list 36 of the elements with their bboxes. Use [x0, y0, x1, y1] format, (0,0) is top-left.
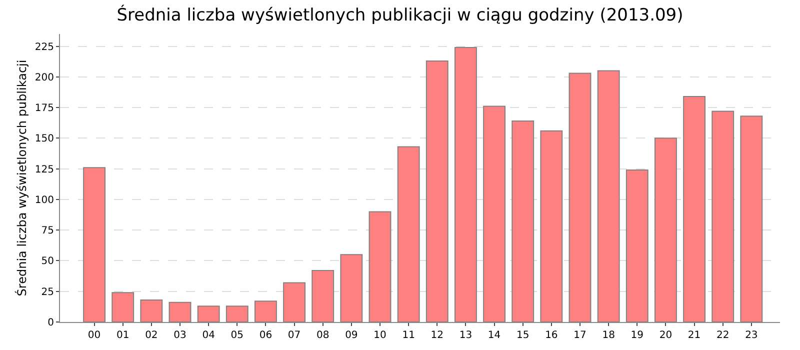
x-tick-label: 20 — [659, 330, 672, 341]
x-tick-label: 08 — [316, 330, 330, 341]
x-tick-label: 02 — [145, 330, 158, 341]
y-axis-title: Średnia liczba wyświetlonych publikacji — [14, 60, 29, 296]
y-tick-label: 50 — [41, 256, 54, 268]
x-tick-label: 15 — [516, 330, 530, 341]
x-tick-label: 05 — [230, 330, 244, 341]
y-tick-label: 175 — [34, 103, 54, 114]
y-tick-label: 200 — [34, 72, 54, 84]
y-tick-label: 75 — [41, 226, 54, 237]
x-tick-label: 09 — [345, 330, 358, 341]
x-tick-label: 06 — [259, 330, 272, 341]
x-tick-label: 21 — [688, 330, 701, 341]
y-tick-label: 100 — [34, 194, 54, 206]
y-tick-label: 25 — [41, 286, 54, 298]
y-tick-label: 125 — [34, 164, 54, 176]
x-tick-label: 13 — [459, 330, 472, 341]
x-tick-label: 12 — [430, 330, 444, 341]
x-tick-label: 18 — [602, 330, 615, 341]
x-tick-label: 07 — [288, 330, 301, 341]
x-tick-label: 23 — [745, 330, 758, 341]
x-tick-label: 17 — [574, 330, 586, 341]
y-tick-label: 150 — [34, 134, 54, 145]
x-tick-label: 11 — [402, 330, 415, 341]
x-tick-label: 10 — [374, 330, 386, 341]
x-tick-label: 04 — [202, 330, 215, 341]
x-tick-label: 14 — [488, 330, 501, 341]
y-tick-label: 225 — [34, 42, 54, 53]
x-tick-label: 22 — [716, 330, 730, 341]
x-tick-label: 01 — [116, 330, 130, 341]
y-tick-label: 0 — [48, 318, 54, 328]
x-tick-label: 00 — [88, 330, 101, 341]
x-tick-label: 16 — [545, 330, 558, 341]
x-tick-label: 19 — [630, 330, 644, 341]
x-tick-label: 03 — [174, 330, 186, 341]
chart-title: Średnia liczba wyświetlonych publikacji w ciągu godziny (2013.09) — [116, 4, 684, 26]
